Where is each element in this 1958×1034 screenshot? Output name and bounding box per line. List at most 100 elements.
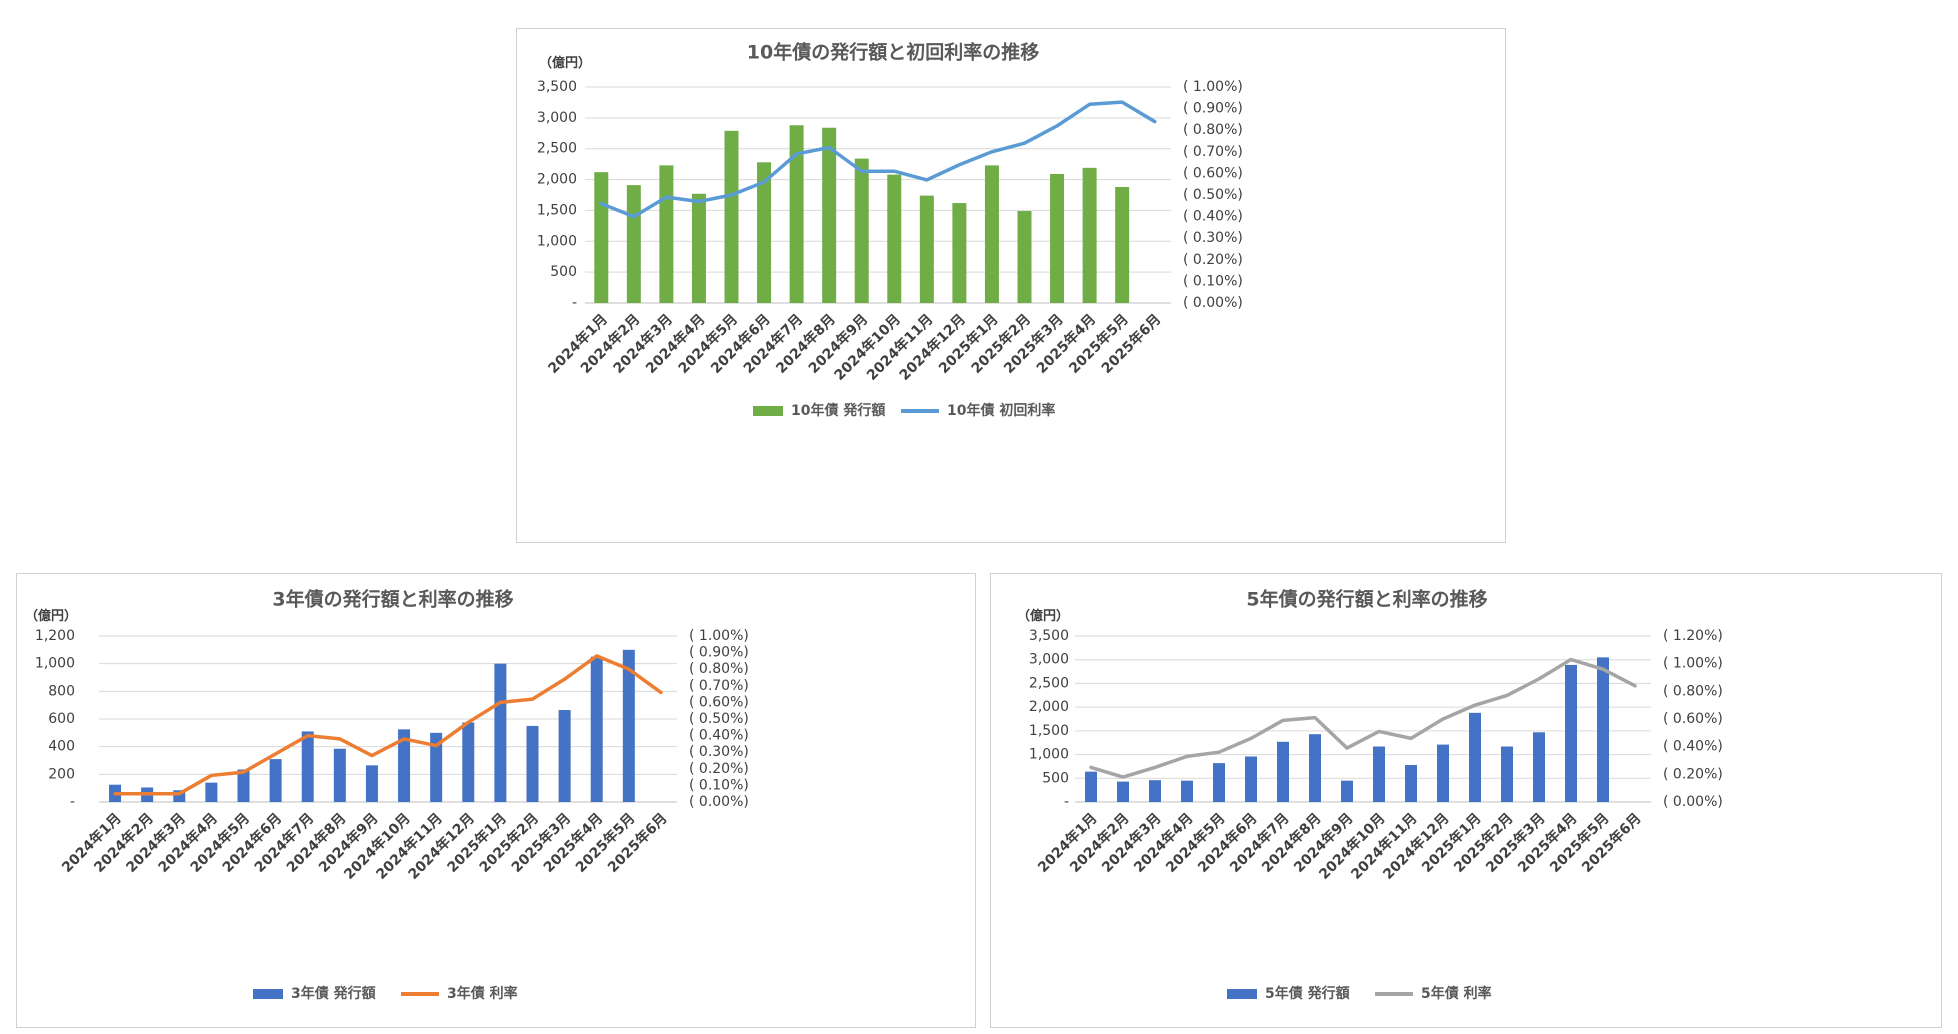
bar-3y-10 (430, 732, 443, 802)
y2-tick-label: ( 0.50%) (689, 711, 749, 727)
bar-5y-6 (1277, 741, 1289, 802)
y2-tick-label: ( 0.00%) (1183, 295, 1243, 311)
chart-10y-svg: 10年債の発行額と初回利率の推移 （億円） - 500 1,000 1,500 2,000 2… (537, 41, 1243, 420)
y-tick-label: 1,000 (537, 233, 577, 249)
y2-tick-label: ( 0.20%) (689, 761, 749, 777)
y2-tick-label: ( 0.00%) (689, 794, 749, 810)
bar-3y-9 (398, 729, 411, 802)
bar-10y-13 (1017, 211, 1032, 303)
y-tick-label: 500 (550, 264, 577, 280)
y2-tick-label: ( 0.60%) (689, 694, 749, 710)
y2-tick-label: ( 0.80%) (1183, 122, 1243, 138)
chart-3y-svg: 3年債の発行額と利率の推移 （億円） - 200 400 600 800 1,000 1,200… (25, 588, 749, 1003)
chart-title: 10年債の発行額と初回利率の推移 (747, 41, 1039, 64)
y-tick-label: 500 (1042, 770, 1069, 786)
bar-3y-3 (205, 782, 218, 802)
y-tick-label: - (1064, 794, 1069, 810)
bar-10y-6 (789, 125, 804, 304)
bar-10y-9 (887, 174, 902, 303)
legend-label-line: 10年債 初回利率 (947, 402, 1055, 419)
bar-3y-2 (173, 790, 186, 802)
bar-3y-14 (558, 710, 571, 802)
bar-5y-1 (1117, 781, 1129, 802)
y-axis-unit-label: （億円） (1017, 608, 1069, 624)
y-tick-label: 1,500 (537, 202, 577, 218)
chart-title: 3年債の発行額と利率の推移 (272, 588, 513, 611)
y2-tick-label: ( 1.00%) (689, 628, 749, 644)
bar-3y-15 (590, 656, 603, 802)
bar-10y-5 (757, 162, 772, 303)
chart-3y-bond: 3年債の発行額と利率の推移 （億円） - 200 400 600 800 1,000 1,200… (16, 573, 976, 1028)
bar-3y-5 (269, 759, 282, 802)
bar-3y-4 (237, 769, 250, 802)
bar-10y-12 (984, 165, 999, 303)
y-tick-label: 400 (48, 739, 75, 755)
y-axis-unit-label: （億円） (539, 55, 591, 71)
bar-10y-10 (919, 195, 934, 303)
y2-tick-label: ( 0.00%) (1663, 794, 1723, 810)
bar-10y-4 (724, 130, 739, 303)
bar-5y-14 (1533, 732, 1545, 802)
y2-tick-label: ( 0.10%) (1183, 273, 1243, 289)
y-tick-label: 600 (48, 711, 75, 727)
bar-3y-13 (526, 725, 539, 802)
y2-tick-label: ( 1.00%) (1183, 79, 1243, 95)
line-series-10y (599, 100, 1157, 219)
legend-label-line: 5年債 利率 (1421, 985, 1492, 1002)
legend-label-bar: 5年債 発行額 (1265, 985, 1350, 1002)
y2-tick-label: ( 0.60%) (1663, 711, 1723, 727)
y2-tick-label: ( 0.30%) (689, 744, 749, 760)
y-tick-label: 800 (48, 683, 75, 699)
y2-tick-label: ( 0.30%) (1183, 230, 1243, 246)
y-tick-label: 3,000 (537, 110, 577, 126)
bar-5y-0 (1085, 771, 1097, 802)
bar-5y-15 (1565, 664, 1577, 802)
bar-5y-4 (1213, 763, 1225, 802)
y2-tick-label: ( 0.80%) (689, 661, 749, 677)
chart-title: 5年債の発行額と利率の推移 (1246, 588, 1487, 611)
y2-tick-label: ( 0.60%) (1183, 165, 1243, 181)
line-series-5y (1089, 657, 1637, 779)
y-axis-unit-label: （億円） (25, 608, 77, 624)
bar-5y-3 (1181, 780, 1193, 802)
bar-10y-16 (1115, 186, 1130, 303)
bar-5y-2 (1149, 780, 1161, 802)
bar-3y-12 (494, 663, 507, 802)
bar-5y-11 (1437, 744, 1449, 802)
bar-5y-16 (1597, 657, 1609, 802)
bar-3y-7 (333, 748, 346, 802)
bar-10y-0 (594, 172, 609, 303)
bar-5y-9 (1373, 746, 1385, 802)
legend-label-bar: 10年債 発行額 (791, 402, 885, 419)
bar-10y-1 (626, 185, 641, 303)
bar-5y-7 (1309, 734, 1321, 802)
y2-tick-label: ( 0.90%) (1183, 101, 1243, 117)
y2-tick-label: ( 0.90%) (689, 645, 749, 661)
legend-label-bar: 3年債 発行額 (291, 985, 376, 1002)
bar-5y-8 (1341, 780, 1353, 802)
legend-swatch-bar (253, 989, 283, 999)
y2-tick-label: ( 0.40%) (689, 728, 749, 744)
y-tick-label: 2,500 (537, 141, 577, 157)
y-tick-label: 2,000 (1029, 699, 1069, 715)
chart-5y-svg: 5年債の発行額と利率の推移 （億円） - 500 1,000 1,500 2,000 2,50… (1017, 588, 1723, 1003)
y-tick-label: 2,500 (1029, 675, 1069, 691)
legend-swatch-bar (753, 406, 783, 416)
legend-swatch-bar (1227, 989, 1257, 999)
legend-label-line: 3年債 利率 (447, 985, 518, 1002)
bar-5y-13 (1501, 746, 1513, 802)
y-tick-label: 1,000 (35, 656, 75, 672)
y2-tick-label: ( 0.20%) (1183, 252, 1243, 268)
bar-5y-10 (1405, 765, 1417, 802)
bar-10y-8 (854, 158, 869, 303)
y2-tick-label: ( 0.50%) (1183, 187, 1243, 203)
bar-3y-8 (365, 765, 378, 802)
y2-tick-label: ( 0.40%) (1663, 739, 1723, 755)
chart-10y-bond: 10年債の発行額と初回利率の推移 （億円） - 500 1,000 1,500 2,000 2… (516, 28, 1506, 543)
bar-3y-16 (622, 649, 635, 802)
y2-tick-label: ( 1.20%) (1663, 628, 1723, 644)
bar-5y-12 (1469, 712, 1481, 802)
y-tick-label: 200 (48, 766, 75, 782)
bar-10y-3 (691, 193, 706, 303)
bar-10y-2 (659, 165, 674, 303)
